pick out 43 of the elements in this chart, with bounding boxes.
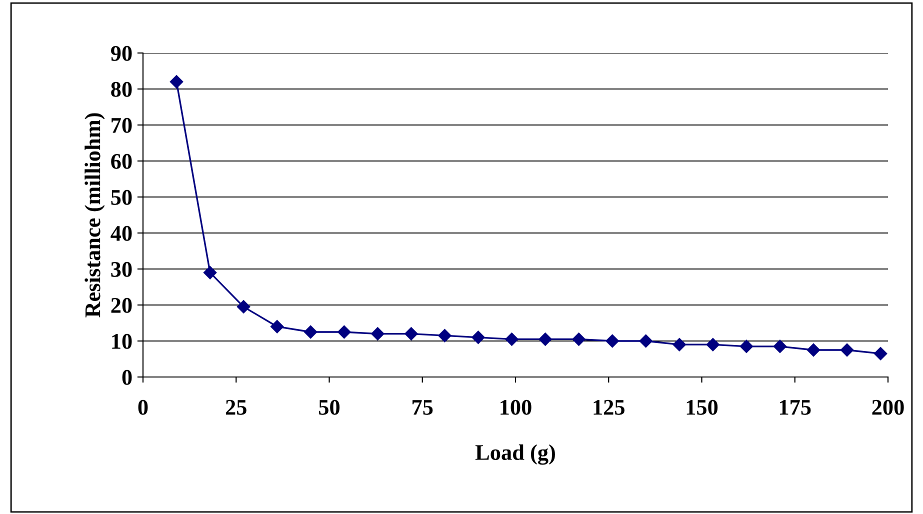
point bbox=[572, 332, 586, 346]
point bbox=[438, 329, 452, 342]
point bbox=[806, 343, 820, 357]
point bbox=[338, 325, 351, 339]
x-tick-label: 75 bbox=[412, 400, 433, 415]
point bbox=[606, 334, 619, 348]
point bbox=[538, 332, 552, 346]
point bbox=[672, 338, 686, 352]
y-tick-label: 30 bbox=[111, 262, 132, 277]
y-tick-label: 90 bbox=[110, 46, 132, 61]
point bbox=[874, 347, 888, 360]
point bbox=[740, 340, 754, 353]
y-tick-label: 80 bbox=[111, 82, 132, 97]
x-tick-label: 25 bbox=[226, 400, 246, 415]
y-axis-title: Resistance (milliohm) bbox=[84, 113, 105, 318]
x-tick-label: 125 bbox=[594, 400, 624, 415]
y-tick-label: 20 bbox=[111, 298, 132, 313]
x-tick-label: 100 bbox=[500, 400, 532, 415]
point bbox=[270, 320, 284, 334]
point bbox=[170, 75, 184, 88]
point bbox=[304, 325, 318, 339]
x-axis-title: Load (g) bbox=[475, 444, 555, 465]
x-tick-label: 50 bbox=[319, 400, 340, 415]
point bbox=[840, 343, 854, 357]
y-tick-label: 10 bbox=[112, 334, 132, 349]
x-tick-label: 150 bbox=[686, 400, 718, 415]
point bbox=[639, 334, 652, 348]
point bbox=[371, 327, 384, 340]
x-tick-label: 200 bbox=[872, 400, 904, 415]
point bbox=[203, 266, 217, 280]
y-tick-label: 60 bbox=[111, 154, 132, 169]
y-tick-label: 50 bbox=[111, 190, 132, 205]
x-tick-label: 0 bbox=[138, 400, 148, 415]
point bbox=[404, 327, 418, 340]
point bbox=[472, 330, 485, 344]
y-tick-label: 70 bbox=[112, 118, 132, 133]
point bbox=[236, 300, 250, 314]
y-tick-label: 0 bbox=[122, 370, 132, 385]
x-tick-label: 175 bbox=[780, 400, 811, 415]
point bbox=[773, 340, 787, 353]
point bbox=[505, 332, 518, 346]
point bbox=[706, 338, 720, 352]
y-tick-label: 40 bbox=[110, 226, 132, 241]
